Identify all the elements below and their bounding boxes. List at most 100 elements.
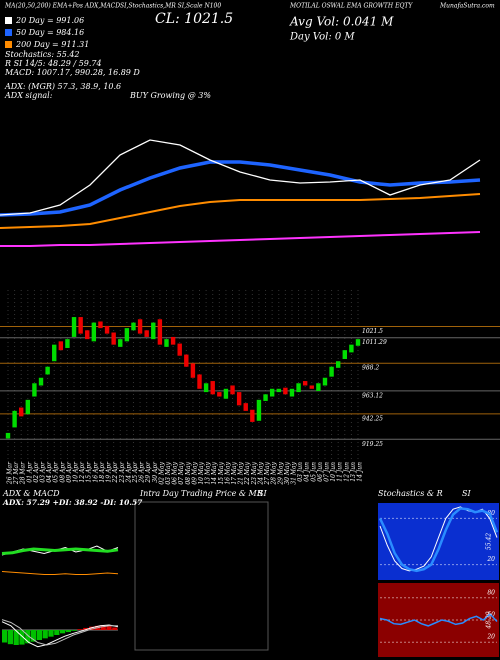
macd-bar (48, 630, 54, 637)
macd-bar (19, 630, 25, 645)
x-tick-label: 13 May (205, 461, 212, 484)
macd-bar (13, 630, 19, 645)
series-line (379, 613, 498, 627)
x-tick-label: 12 Apr (79, 461, 86, 483)
candle (210, 381, 215, 395)
candle (137, 319, 143, 334)
day-volume: Day Vol: 0 M (289, 32, 355, 43)
candle (302, 381, 308, 386)
x-tick-label: 08 May (185, 461, 192, 484)
candle (177, 343, 182, 356)
y-tick-label: 919.25 (362, 441, 383, 448)
candle (32, 383, 37, 397)
candle (230, 385, 235, 395)
avg-volume: Avg Vol: 0.041 M (289, 15, 394, 29)
x-tick-label: 07 May (178, 461, 185, 484)
x-tick-label: 03 Apr (40, 461, 47, 483)
x-tick-label: 09 May (191, 461, 198, 484)
candle (58, 341, 64, 351)
candle (349, 344, 354, 353)
value-annotation: 48.29 (486, 611, 493, 629)
macd-bar (54, 630, 60, 635)
series-line (1, 621, 119, 648)
x-tick-label: 27 May (264, 461, 271, 485)
ma-label: 20 Day = 991.06 (15, 16, 84, 25)
x-tick-label: 26 Apr (139, 461, 146, 484)
x-tick-label: 22 May (244, 461, 251, 485)
series-line (1, 547, 119, 555)
candle (78, 317, 83, 334)
series-line (0, 160, 481, 217)
candle (65, 339, 70, 348)
candle (309, 385, 314, 389)
candle (98, 321, 103, 329)
x-tick-label: 03 Jun (297, 462, 304, 482)
macd-bar (89, 626, 95, 630)
macd-bar (25, 630, 31, 644)
candle (236, 392, 242, 406)
candle (104, 325, 110, 334)
x-tick-label: 16 Apr (92, 461, 99, 483)
candle (322, 377, 328, 386)
y-tick-label: 80 (487, 510, 495, 517)
x-tick-label: 26 Mar (7, 461, 14, 485)
x-tick-label: 10 May (198, 461, 205, 484)
x-tick-label: 09 Apr (66, 461, 73, 483)
y-tick-label: 20 (486, 556, 495, 563)
x-tick-label: 29 May (277, 461, 284, 485)
y-tick-label: 1011.29 (362, 339, 387, 346)
candle (190, 363, 196, 378)
panel-title: Intra Day Trading Price & MR (139, 489, 263, 498)
candle (355, 339, 361, 346)
x-tick-label: 19 Apr (106, 461, 113, 483)
candle (5, 432, 11, 439)
x-tick-label: 05 Jun (310, 462, 317, 482)
candle (296, 383, 301, 393)
x-tick-label: 14 Jun (357, 462, 364, 482)
candle (111, 332, 116, 345)
x-tick-label: 25 Apr (132, 461, 139, 484)
candle (118, 339, 123, 347)
legend-swatch (5, 29, 12, 36)
header-text: MOTILAL OSWAL EMA GROWTH EQTY (289, 3, 413, 10)
x-tick-label: 22 Apr (112, 461, 119, 484)
x-tick-label: 24 May (257, 461, 264, 485)
macd-bar (31, 630, 37, 642)
macd-bar (77, 629, 83, 630)
x-tick-label: 31 May (290, 461, 297, 484)
close-price: CL: 1021.5 (155, 11, 233, 27)
candle (263, 394, 268, 401)
candle (250, 409, 255, 422)
macd-bar (106, 626, 112, 630)
candle (45, 366, 50, 375)
x-tick-label: 04 Jun (304, 462, 311, 482)
series-line (1, 571, 119, 575)
x-tick-label: 07 Jun (323, 462, 330, 482)
y-tick-label: 942.25 (362, 415, 383, 422)
indicator-text: R SI 14/5: 48.29 / 59.74 (4, 59, 102, 68)
series-line (378, 507, 499, 573)
x-tick-label: 06 Jun (317, 462, 324, 482)
candle (170, 336, 176, 345)
candle (19, 407, 24, 417)
intraday-panel (134, 501, 269, 651)
x-tick-label: 02 Apr (33, 461, 40, 483)
x-tick-label: 12 Jun (343, 462, 350, 482)
candle (25, 399, 31, 415)
candle (269, 388, 275, 397)
x-tick-label: 30 Apr (152, 461, 159, 483)
value-annotation: 55.42 (486, 533, 493, 550)
candle (38, 377, 44, 386)
macd-bar (7, 630, 14, 645)
candle (329, 366, 334, 377)
x-tick-label: 28 May (271, 461, 278, 485)
ma-label: 50 Day = 984.16 (16, 28, 84, 37)
panel-title: SI (462, 489, 471, 498)
x-tick-label: 23 May (251, 461, 258, 485)
macd-bar (65, 630, 72, 633)
panel-title: Stochastics & R (378, 489, 443, 498)
candle (131, 322, 136, 331)
x-tick-label: 01 Apr (26, 461, 33, 483)
x-tick-label: 13 Jun (350, 462, 357, 482)
